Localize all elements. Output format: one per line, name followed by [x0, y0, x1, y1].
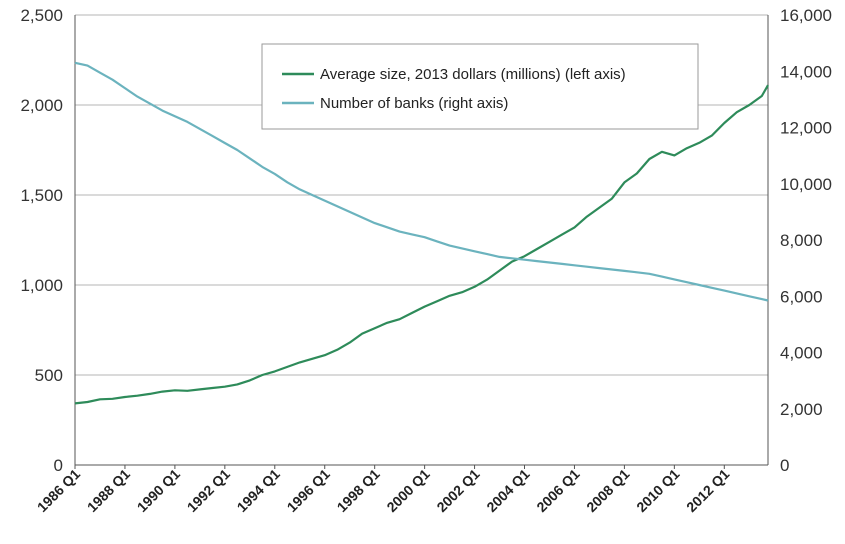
right-tick-label: 14,000	[780, 62, 832, 81]
x-tick-label: 1998 Q1	[333, 466, 382, 515]
x-tick-label: 1994 Q1	[234, 466, 283, 515]
left-tick-label: 0	[54, 456, 63, 475]
left-tick-label: 2,500	[20, 6, 63, 25]
left-tick-label: 1,000	[20, 276, 63, 295]
x-tick-label: 2012 Q1	[683, 466, 732, 515]
x-tick-label: 2002 Q1	[433, 466, 482, 515]
axes	[74, 15, 769, 466]
x-tick-label: 2000 Q1	[383, 466, 432, 515]
legend: Average size, 2013 dollars (millions) (l…	[261, 43, 699, 130]
x-tick-label: 2006 Q1	[533, 466, 582, 515]
right-tick-label: 6,000	[780, 287, 823, 306]
series-line-number-of-banks	[74, 61, 769, 302]
x-axis-ticks: 1986 Q1 1988 Q1 1990 Q1 1992 Q1 1994 Q1 1996 …	[34, 465, 733, 515]
right-tick-label: 16,000	[780, 6, 832, 25]
left-axis-ticks: 0 500 1,000 1,500 2,000 2,500	[20, 6, 63, 475]
left-tick-label: 2,000	[20, 96, 63, 115]
legend-label-number-of-banks: Number of banks (right axis)	[320, 95, 508, 112]
x-tick-label: 2004 Q1	[483, 466, 532, 515]
x-tick-label: 2008 Q1	[583, 466, 632, 515]
x-tick-label: 1996 Q1	[284, 466, 333, 515]
left-tick-label: 1,500	[20, 186, 63, 205]
x-tick-label: 2010 Q1	[633, 466, 682, 515]
left-tick-label: 500	[35, 366, 63, 385]
x-tick-label: 1992 Q1	[184, 466, 233, 515]
x-tick-label: 1988 Q1	[84, 466, 133, 515]
series-line-average-size	[74, 84, 769, 405]
right-tick-label: 0	[780, 456, 789, 475]
legend-box	[261, 43, 699, 130]
right-axis-ticks: 0 2,000 4,000 6,000 8,000 10,000 12,000 14,000 1…	[780, 6, 832, 475]
x-tick-label: 1990 Q1	[134, 466, 183, 515]
right-tick-label: 10,000	[780, 175, 832, 194]
right-tick-label: 12,000	[780, 119, 832, 138]
legend-label-average-size: Average size, 2013 dollars (millions) (l…	[320, 66, 626, 83]
series-lines	[74, 61, 769, 405]
right-tick-label: 8,000	[780, 231, 823, 250]
right-tick-label: 2,000	[780, 400, 823, 419]
right-tick-label: 4,000	[780, 344, 823, 363]
